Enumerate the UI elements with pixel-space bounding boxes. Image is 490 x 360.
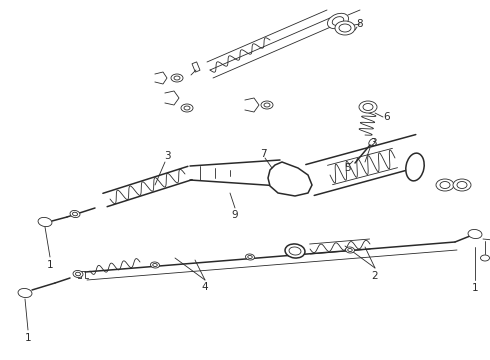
Ellipse shape xyxy=(38,217,52,226)
Text: 6: 6 xyxy=(384,112,391,122)
Ellipse shape xyxy=(285,244,305,258)
Bar xyxy=(192,62,200,72)
Text: 3: 3 xyxy=(164,151,171,161)
Ellipse shape xyxy=(345,247,354,253)
Ellipse shape xyxy=(359,101,377,113)
Ellipse shape xyxy=(436,179,454,191)
Ellipse shape xyxy=(73,270,83,278)
Text: 8: 8 xyxy=(357,19,363,29)
Ellipse shape xyxy=(406,153,424,181)
Ellipse shape xyxy=(18,288,32,298)
Text: 9: 9 xyxy=(232,210,238,220)
Polygon shape xyxy=(268,162,312,196)
Text: 1: 1 xyxy=(47,260,53,270)
Text: 1: 1 xyxy=(24,333,31,343)
Text: 2: 2 xyxy=(372,271,378,281)
Ellipse shape xyxy=(335,21,355,35)
Ellipse shape xyxy=(453,179,471,191)
Ellipse shape xyxy=(70,211,80,217)
Ellipse shape xyxy=(261,101,273,109)
Ellipse shape xyxy=(468,229,482,239)
Ellipse shape xyxy=(327,13,348,29)
Text: 3: 3 xyxy=(369,138,376,148)
Ellipse shape xyxy=(181,104,193,112)
Text: 5: 5 xyxy=(343,163,350,173)
Text: 4: 4 xyxy=(202,282,208,292)
Ellipse shape xyxy=(171,74,183,82)
Ellipse shape xyxy=(150,262,159,268)
Text: 1: 1 xyxy=(472,283,478,293)
Ellipse shape xyxy=(245,254,254,260)
Text: 7: 7 xyxy=(260,149,266,159)
